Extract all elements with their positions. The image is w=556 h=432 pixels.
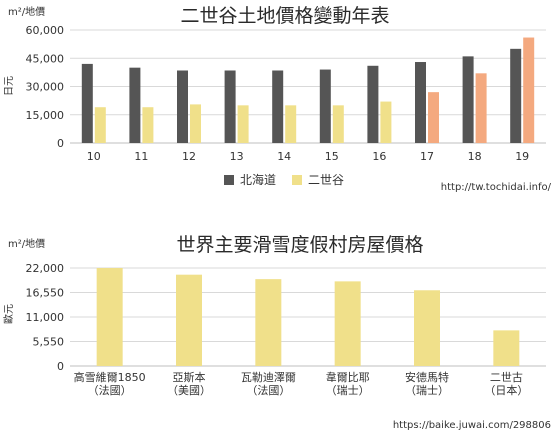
chart1-bar-niseko [332, 105, 344, 143]
chart1-x-tick-label: 16 [372, 150, 386, 163]
chart2-y-tick-label: 11,000 [26, 311, 65, 324]
chart1-bar-hokkaido [510, 48, 522, 144]
chart2-x-tick-sublabel: （瑞士） [405, 383, 449, 397]
chart1-bar-niseko [285, 105, 297, 143]
chart1-legend-label-niseko: 二世谷 [308, 173, 344, 187]
chart1-bar-niseko [380, 101, 392, 143]
chart1-x-tick-label: 18 [468, 150, 482, 163]
chart2-x-tick-label: 安德馬特 [405, 370, 449, 384]
chart1-legend-label-hokkaido: 北海道 [240, 172, 276, 187]
chart2-y-axis-label: 歐元 [2, 304, 15, 324]
chart1-bar-hokkaido [177, 70, 188, 143]
chart1-bar-niseko [94, 107, 106, 143]
chart1-x-tick-label: 19 [515, 150, 529, 163]
chart2-x-tick-sublabel: （法國） [88, 383, 132, 397]
chart2-x-tick-label: 韋爾比耶 [326, 371, 370, 384]
chart1-x-tick-label: 17 [420, 150, 434, 163]
chart2-x-tick-label: 亞斯本 [173, 370, 206, 384]
chart2-y-tick-label: 5,550 [33, 336, 65, 349]
chart1-bar-niseko [428, 92, 439, 143]
chart1-bar-niseko [475, 73, 487, 143]
chart2-y-tick-label: 22,000 [26, 262, 65, 275]
chart2-unit-label: m²/地價 [8, 237, 45, 250]
chart2-x-tick-sublabel: （日本） [484, 383, 528, 397]
chart1-x-tick-label: 11 [134, 150, 148, 163]
chart2-bar [96, 268, 123, 366]
chart1-bar-niseko [523, 37, 535, 143]
chart1-y-tick-label: 15,000 [26, 109, 65, 122]
chart2-title: 世界主要滑雪度假村房屋價格 [176, 234, 423, 256]
chart1-legend-swatch-niseko [292, 175, 302, 185]
chart1-x-tick-label: 13 [230, 150, 244, 163]
chart2-x-tick-label: 二世古 [490, 371, 523, 384]
chart2-x-tick-sublabel: （美國） [167, 384, 211, 397]
chart1-y-tick-label: 0 [57, 137, 64, 150]
chart2-x-tick-label: 瓦勒迪澤爾 [241, 371, 296, 384]
chart2-source: https://baike.juwai.com/298806 [393, 420, 551, 431]
chart1-x-tick-label: 15 [325, 150, 339, 163]
chart1-y-tick-label: 30,000 [26, 81, 65, 94]
chart1-bar-hokkaido [272, 70, 284, 143]
chart1-bar-hokkaido [367, 65, 379, 143]
chart1-bar-hokkaido [224, 70, 236, 143]
chart2-y-tick-label: 16,550 [26, 287, 65, 300]
chart1-legend-swatch-hokkaido [224, 175, 234, 185]
chart1-y-tick-label: 60,000 [26, 24, 65, 37]
chart2-y-tick-label: 0 [57, 360, 64, 373]
chart2-bar [176, 274, 202, 366]
chart1-x-tick-label: 12 [182, 150, 196, 163]
chart1-y-tick-label: 45,000 [26, 52, 65, 65]
chart1-bar-hokkaido [462, 56, 474, 143]
chart1-bar-hokkaido [129, 67, 141, 143]
chart1-bar-niseko [190, 104, 201, 143]
chart1-unit-label: m²/地價 [8, 5, 45, 18]
chart2-bar [414, 290, 440, 366]
chart1-source: http://tw.tochidai.info/ [441, 182, 552, 193]
chart1-bar-hokkaido [415, 62, 426, 144]
chart1-title: 二世谷土地價格變動年表 [180, 5, 389, 27]
chart2-x-tick-sublabel: （法國） [246, 383, 290, 397]
chart2-bar [493, 330, 520, 366]
chart1-bar-hokkaido [81, 63, 93, 143]
chart1-x-tick-label: 14 [277, 150, 291, 163]
chart2-bar [334, 281, 361, 366]
chart2-x-tick-sublabel: （瑞士） [326, 383, 370, 397]
chart1-bar-niseko [237, 105, 249, 143]
chart1-bar-niseko [142, 107, 154, 143]
chart1-x-tick-label: 10 [87, 150, 101, 163]
chart2-x-tick-label: 高雪維爾1850 [74, 370, 146, 384]
chart2-bar [255, 279, 282, 366]
chart1-bar-hokkaido [319, 69, 331, 143]
chart1-y-axis-label: 日元 [4, 76, 15, 96]
